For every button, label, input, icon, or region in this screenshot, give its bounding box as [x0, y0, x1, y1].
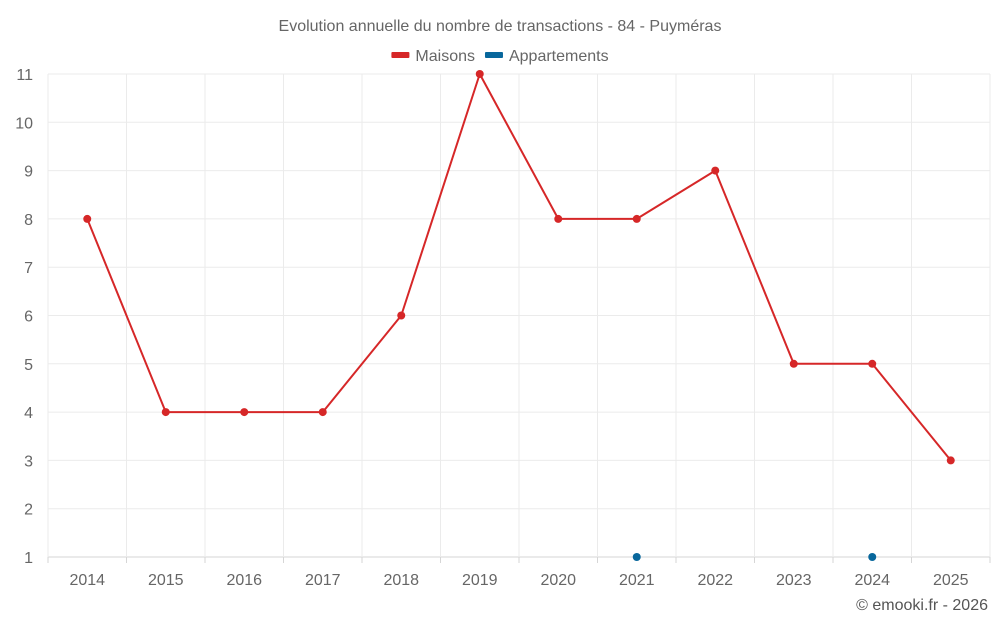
x-tick-label: 2021 [619, 572, 655, 589]
data-point-maisons[interactable] [240, 408, 249, 417]
legend-label-appartements[interactable]: Appartements [509, 48, 609, 65]
data-point-maisons[interactable] [475, 70, 484, 78]
y-tick-label: 11 [16, 67, 33, 84]
data-point-appartements[interactable] [632, 553, 641, 561]
series-line-maisons [86, 73, 952, 462]
x-tick-label: 2017 [305, 572, 341, 589]
data-point-appartements[interactable] [868, 553, 877, 561]
y-axis-ticks: 1 2 3 4 5 6 7 8 9 10 11 [15, 67, 33, 567]
data-point-maisons[interactable] [632, 214, 641, 223]
legend-label-maisons[interactable]: Maisons [415, 48, 475, 65]
y-tick-label: 6 [24, 309, 33, 326]
y-tick-label: 8 [24, 212, 33, 229]
x-tick-label: 2015 [148, 572, 184, 589]
x-tick-label: 2016 [226, 572, 262, 589]
x-axis-ticks: 2014 2015 2016 2017 2018 2019 2020 2021 2022 2023… [69, 572, 968, 589]
series-appartements [632, 553, 877, 561]
data-point-maisons[interactable] [161, 408, 170, 417]
y-tick-label: 5 [24, 357, 33, 374]
y-tick-label: 4 [24, 405, 33, 422]
x-tick-label: 2019 [462, 572, 498, 589]
y-tick-label: 10 [15, 115, 33, 132]
y-tick-label: 1 [24, 550, 33, 567]
y-tick-label: 7 [24, 260, 33, 277]
x-tick-label: 2022 [697, 572, 733, 589]
x-tick-label: 2025 [933, 572, 969, 589]
x-tick-label: 2018 [383, 572, 419, 589]
x-tick-label: 2020 [540, 572, 576, 589]
credit-text: © emooki.fr - 2026 [856, 597, 988, 614]
data-point-maisons[interactable] [83, 214, 92, 223]
data-point-maisons[interactable] [397, 311, 406, 320]
legend-swatch-appartements [484, 52, 503, 58]
data-point-maisons[interactable] [711, 166, 720, 175]
legend: Maisons Appartements [391, 48, 609, 65]
x-tick-label: 2024 [854, 572, 890, 589]
chart-title: Evolution annuelle du nombre de transact… [279, 18, 722, 35]
data-point-maisons[interactable] [868, 359, 877, 368]
series-maisons [83, 70, 955, 465]
data-point-maisons[interactable] [946, 456, 955, 465]
y-tick-label: 9 [24, 164, 33, 181]
data-point-maisons[interactable] [318, 408, 327, 417]
y-tick-label: 2 [24, 502, 33, 519]
series-layer [83, 70, 955, 561]
x-tick-label: 2023 [776, 572, 812, 589]
data-point-maisons[interactable] [554, 214, 563, 223]
x-tick-label: 2014 [69, 572, 105, 589]
y-tick-label: 3 [24, 453, 33, 470]
legend-swatch-maisons [391, 52, 410, 58]
data-point-maisons[interactable] [789, 359, 798, 368]
